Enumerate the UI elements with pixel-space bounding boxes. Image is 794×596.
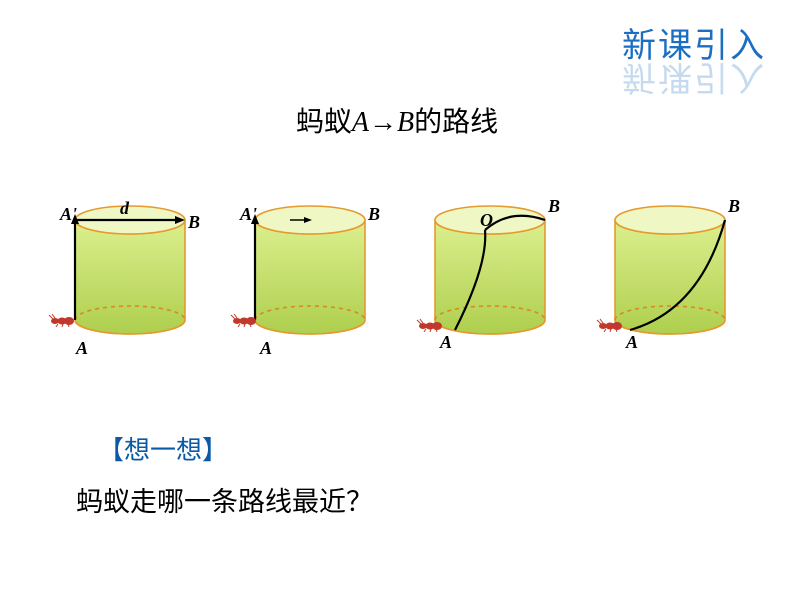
title-A: A (352, 107, 369, 138)
label-Aprime-2: A' (240, 204, 257, 225)
diagram-row: A' d B A (50, 190, 750, 360)
label-d-1: d (120, 198, 129, 219)
title-suffix: 的路线 (414, 107, 498, 138)
ant-icon-3 (416, 318, 442, 332)
ant-icon-4 (596, 318, 622, 332)
label-A-2: A (260, 338, 272, 359)
question-text: 蚂蚁走哪一条路线最近？ (76, 480, 373, 519)
title-arrow: → (369, 107, 397, 138)
label-Aprime-1: A' (60, 204, 77, 225)
think-bracket-open: 【 (98, 436, 124, 465)
ant-icon-1 (48, 313, 74, 327)
header-badge-reflection: 新课引入 (622, 56, 766, 105)
think-bracket-close: 】 (202, 436, 228, 465)
label-B-3: B (548, 196, 560, 217)
cylinder-1: A' d B A (50, 190, 210, 360)
label-O-3: O (480, 210, 493, 231)
cylinder-4: B A (590, 190, 750, 360)
cylinder-3: O B A (410, 190, 570, 360)
cylinder-2: A' B A (230, 190, 390, 360)
label-A-3: A (440, 332, 452, 353)
label-B-4: B (728, 196, 740, 217)
ant-icon-2 (230, 313, 256, 327)
think-label: 想一想 (124, 436, 202, 465)
label-B-1: B (188, 212, 200, 233)
title-B: B (397, 107, 414, 138)
label-B-2: B (368, 204, 380, 225)
page-title: 蚂蚁A→B的路线 (0, 100, 794, 140)
label-A-4: A (626, 332, 638, 353)
cylinder-4-svg (590, 190, 750, 360)
title-prefix: 蚂蚁 (296, 107, 352, 138)
think-heading: 【想一想】 (98, 430, 228, 467)
label-A-1: A (76, 338, 88, 359)
